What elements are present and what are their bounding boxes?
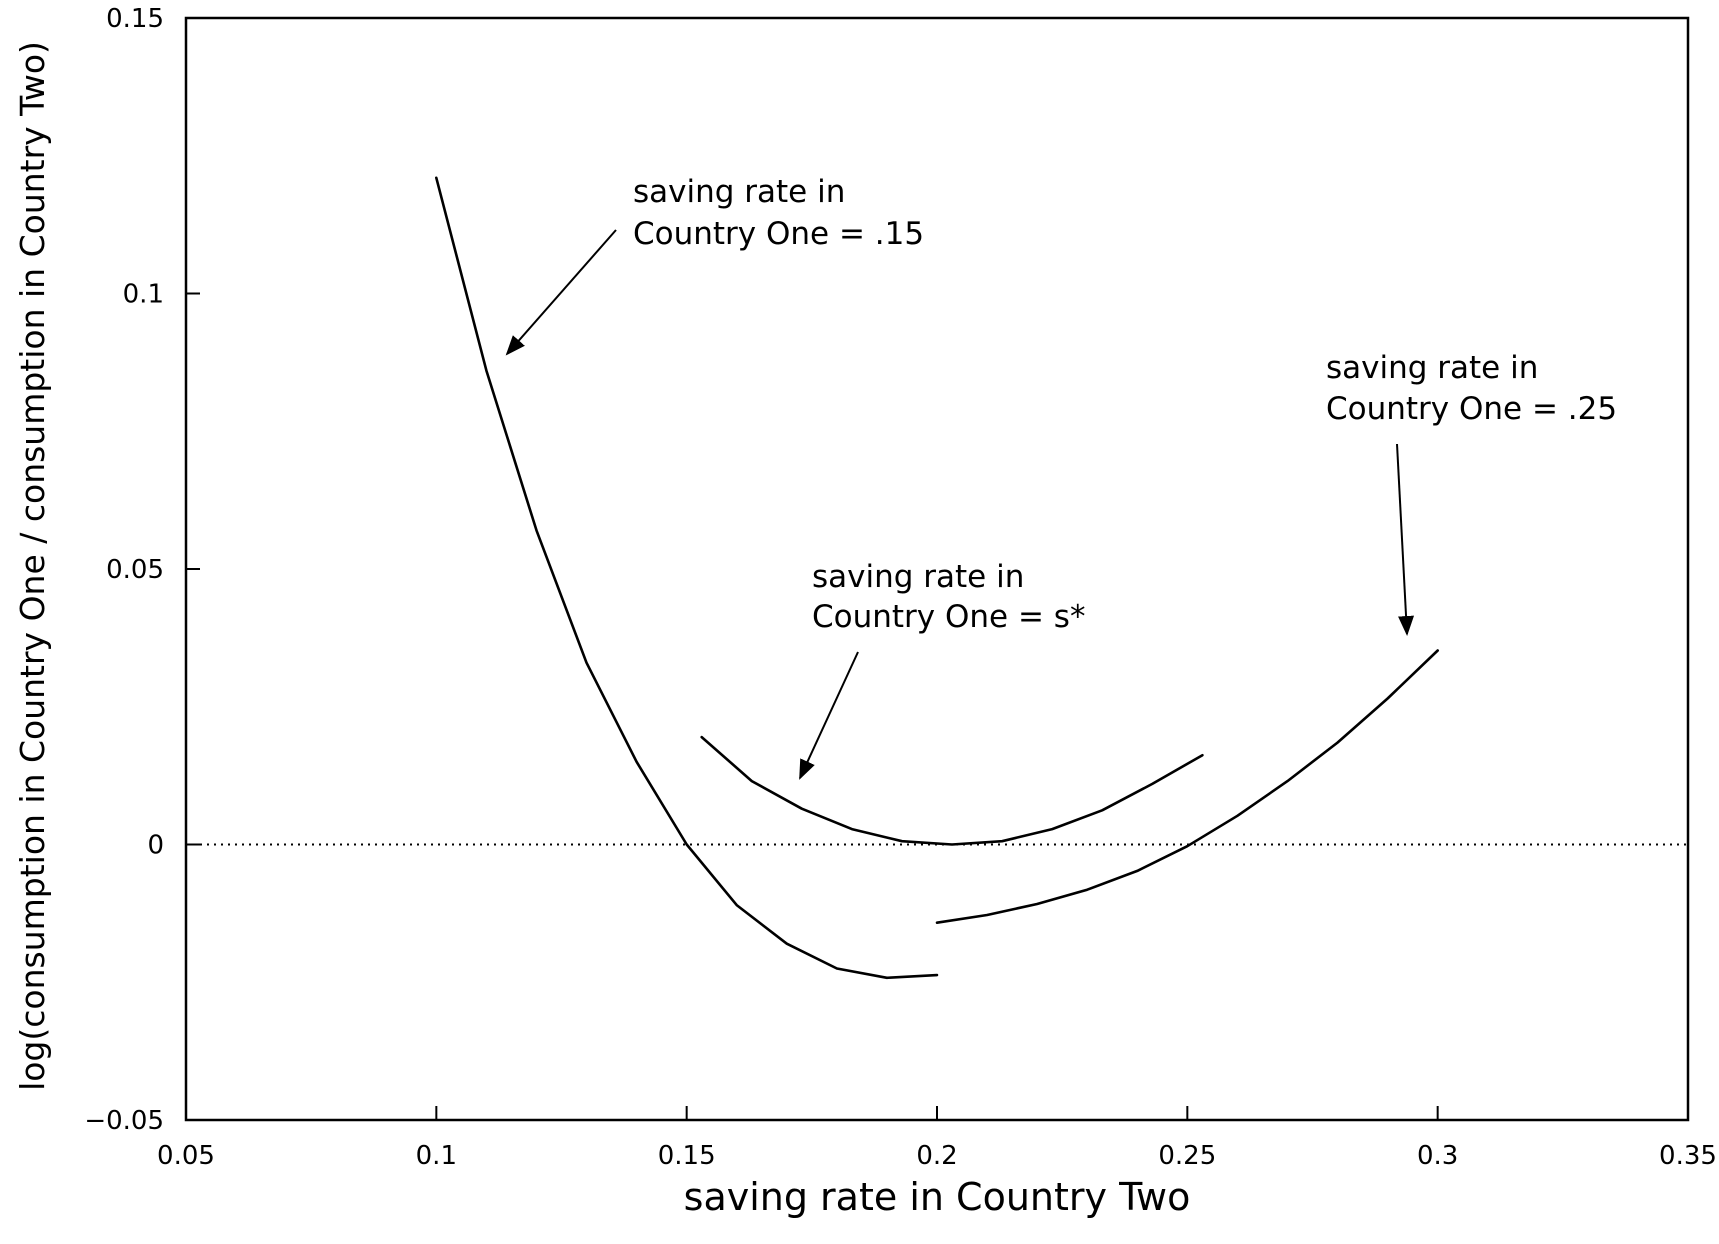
series-line-2	[700, 735, 1204, 846]
annotation-3-arrow	[1396, 443, 1415, 636]
y-tick-label: 0	[147, 831, 164, 861]
y-tick-label: 0.05	[106, 555, 164, 585]
annotation-1-line1: saving rate in	[633, 174, 845, 210]
x-tick-label: 0.2	[916, 1141, 957, 1171]
x-tick-label: 0.25	[1158, 1141, 1216, 1171]
annotation-3: saving rate in Country One = .25	[1326, 350, 1617, 636]
annotation-3-line1: saving rate in	[1326, 350, 1538, 386]
y-tick-label: −0.05	[84, 1106, 164, 1136]
y-tick-label: 0.15	[106, 4, 164, 34]
annotation-1-line2: Country One = .15	[633, 216, 924, 252]
series-group	[434, 176, 1439, 980]
series-line-3	[935, 649, 1439, 925]
x-tick-label: 0.05	[157, 1141, 215, 1171]
x-axis-label: saving rate in Country Two	[684, 1175, 1191, 1219]
annotation-2: saving rate in Country One = s*	[799, 559, 1085, 780]
annotation-1: saving rate in Country One = .15	[505, 174, 924, 356]
x-tick-label: 0.3	[1417, 1141, 1458, 1171]
y-axis-ticks: −0.05 0 0.05 0.1 0.15	[84, 4, 200, 1136]
y-tick-label: 0.1	[123, 280, 164, 310]
annotation-3-line2: Country One = .25	[1326, 391, 1617, 427]
annotation-1-arrow	[505, 229, 617, 356]
x-tick-label: 0.1	[416, 1141, 457, 1171]
x-tick-label: 0.35	[1659, 1141, 1717, 1171]
series-line-1	[434, 176, 939, 980]
x-tick-label: 0.15	[658, 1141, 716, 1171]
annotation-2-line2: Country One = s*	[812, 599, 1085, 635]
y-axis-label: log(consumption in Country One / consump…	[13, 41, 52, 1091]
x-axis-ticks: 0.05 0.1 0.15 0.2 0.25 0.3 0.35	[157, 1106, 1717, 1171]
annotation-2-line1: saving rate in	[812, 559, 1024, 595]
annotation-2-arrow	[799, 651, 859, 780]
